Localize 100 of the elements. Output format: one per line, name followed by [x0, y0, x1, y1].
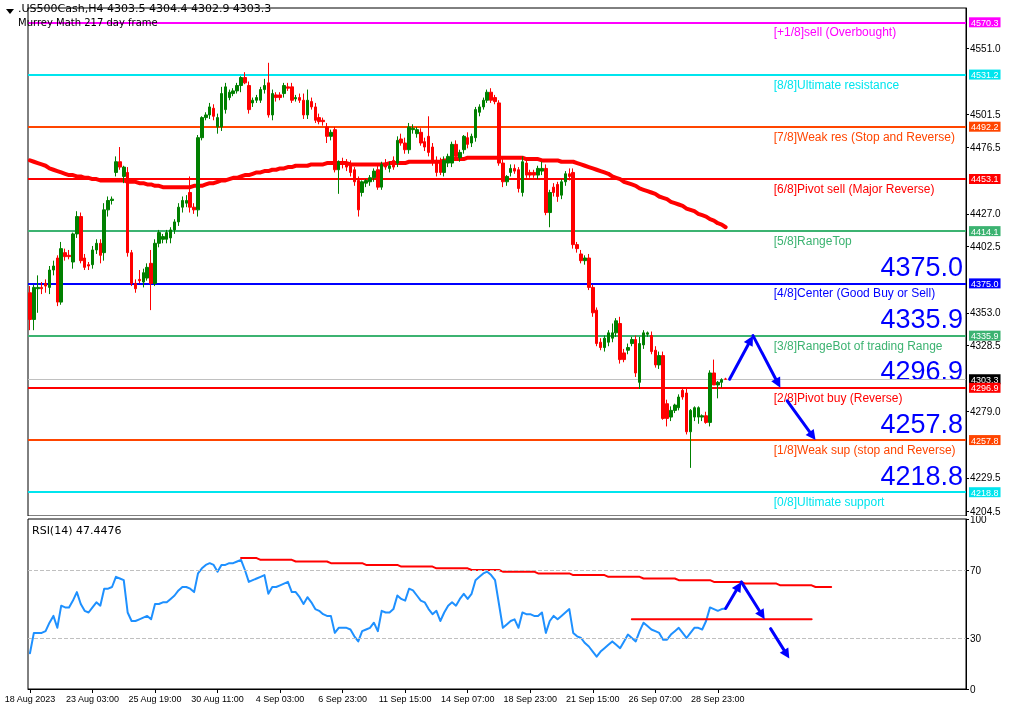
x-tick-label: 14 Sep 07:00 [440, 693, 495, 704]
candlestick [290, 82, 294, 104]
candlestick [360, 179, 364, 197]
x-tick-label: 28 Sep 23:00 [691, 693, 745, 704]
annotation: 4335.9 [880, 304, 964, 335]
line-series [28, 558, 727, 658]
ref-line-label: [0/8]Ultimate support [773, 495, 886, 510]
candlestick [345, 158, 348, 172]
ref-line-label: [5/8]RangeTop [773, 234, 853, 249]
y-tick-label: 4353.0 [970, 307, 1002, 319]
candlestick [689, 408, 692, 469]
candlestick [67, 249, 71, 260]
candlestick [540, 161, 544, 176]
candlestick [407, 122, 411, 155]
candlestick [149, 249, 153, 311]
candlestick [56, 254, 59, 307]
candlestick [63, 248, 67, 262]
annotation: 4375.0 [880, 251, 964, 282]
annotation: 4218.8 [880, 460, 964, 491]
annotation: 4257.8 [880, 408, 964, 439]
candlestick [329, 129, 333, 141]
ref-line-label: [3/8]RangeBot of trading Range [773, 338, 943, 353]
candlestick [138, 269, 141, 284]
x-tick-label: 6 Sep 23:00 [318, 693, 367, 704]
y2-tick-label: 4414.1 [971, 226, 999, 237]
candlestick [697, 405, 700, 425]
candlestick [657, 351, 661, 370]
candlestick [314, 102, 317, 124]
candlestick [536, 165, 540, 180]
y-tick-label: 4551.0 [970, 42, 1002, 54]
candlestick [724, 377, 727, 381]
x-tick-label: 18 Sep 23:00 [503, 693, 557, 704]
candlestick [220, 86, 223, 132]
candlestick [442, 155, 446, 177]
y2-tick-label: 4335.9 [971, 331, 999, 342]
candlestick [611, 322, 614, 343]
y2-tick-label: 4296.9 [971, 383, 999, 394]
candlestick [450, 141, 454, 168]
chart-title: RSI(14) 47.4476 [32, 524, 122, 537]
candlestick [267, 62, 270, 119]
x-tick-label: 23 Aug 03:00 [65, 693, 120, 704]
candlestick [419, 127, 423, 147]
candlestick [466, 131, 469, 149]
y-tick-label: 4501.5 [970, 108, 1002, 120]
candlestick [384, 158, 387, 171]
candlestick [372, 167, 376, 183]
y-tick-label: 4229.5 [970, 472, 1002, 484]
x-tick-label: 26 Sep 07:00 [628, 693, 683, 704]
x-tick-label: 25 Aug 19:00 [128, 693, 182, 704]
y-tick-label: 4427.0 [970, 208, 1002, 220]
candlestick [579, 249, 583, 264]
candlestick [325, 122, 329, 144]
candlestick [669, 405, 673, 422]
candlestick [274, 91, 278, 103]
y2-tick-label: 4218.8 [971, 487, 999, 498]
x-tick-label: 4 Sep 03:00 [255, 693, 305, 704]
candlestick [618, 316, 622, 365]
x-tick-label: 21 Sep 15:00 [565, 693, 620, 704]
candlestick [306, 89, 309, 120]
ref-line-label: [7/8]Weak res (Stop and Reverse) [773, 129, 955, 144]
candlestick [161, 233, 165, 244]
candlestick [556, 181, 559, 203]
candlestick [548, 189, 552, 228]
candlestick [489, 87, 493, 104]
candlestick [165, 229, 168, 244]
candlestick [634, 335, 637, 378]
y-tick-label: 70 [970, 564, 982, 576]
candlestick [521, 155, 524, 197]
candlestick [415, 126, 419, 139]
candlestick [251, 97, 254, 108]
y2-tick-label: 4257.8 [971, 435, 999, 446]
y-tick-label: 4279.0 [970, 406, 1002, 418]
candlestick [231, 87, 235, 97]
candlestick [474, 106, 477, 143]
candlestick [583, 254, 587, 266]
y2-tick-label: 4570.3 [971, 17, 999, 28]
x-tick-label: 18 Aug 2023 [4, 693, 56, 704]
ref-line-label: [6/8]Pivot sell (Major Reverse) [773, 181, 935, 196]
candlestick [677, 393, 680, 411]
y-tick-label: 30 [970, 632, 982, 644]
candlestick [388, 161, 391, 173]
y-tick-label: 4328.5 [970, 340, 1002, 352]
candlestick [337, 159, 340, 195]
candlestick [118, 146, 122, 171]
candlestick [212, 103, 215, 121]
chart-title: .US500Cash,H4 4303.5 4304.4 4302.9 4303.3 [18, 2, 272, 15]
candlestick [704, 411, 708, 425]
y-tick-label: 4402.5 [970, 241, 1002, 253]
y2-tick-label: 4531.2 [971, 70, 999, 81]
candlestick [40, 281, 43, 295]
candlestick [614, 317, 618, 338]
candlestick [302, 93, 305, 120]
ref-line-label: [4/8]Center (Good Buy or Sell) [773, 286, 936, 301]
ref-line-label: [8/8]Ultimate resistance [773, 77, 900, 92]
candlestick [239, 75, 243, 93]
candlestick [505, 174, 509, 187]
candlestick [114, 155, 118, 177]
candlestick [28, 285, 32, 331]
x-tick-label: 11 Sep 15:00 [378, 693, 432, 704]
candlestick [396, 135, 399, 168]
